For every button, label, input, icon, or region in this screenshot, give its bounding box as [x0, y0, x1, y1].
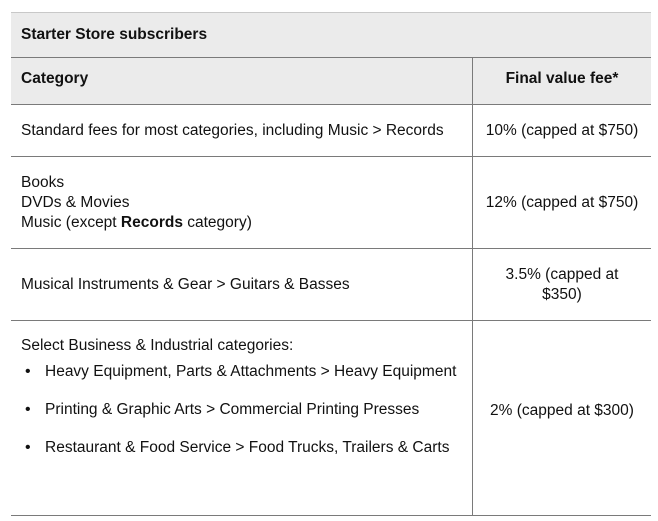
- fee-cell: 3.5% (capped at $350): [472, 249, 651, 320]
- category-cell: Standard fees for most categories, inclu…: [21, 121, 444, 139]
- table-row: Select Business & Industrial categories:…: [11, 321, 651, 516]
- table-title: Starter Store subscribers: [11, 12, 651, 58]
- fee-cell: 2% (capped at $300): [472, 321, 651, 515]
- list-item: Heavy Equipment, Parts & Attachments > H…: [21, 360, 465, 384]
- category-line: Music (except Records category): [21, 213, 252, 233]
- records-bold: Records: [120, 213, 183, 231]
- music-suffix: category): [182, 213, 252, 231]
- fee-table: Starter Store subscribers Category Final…: [11, 12, 651, 516]
- fee-column-header: Final value fee*: [472, 58, 651, 104]
- fee-text: 3.5% (capped at $350): [505, 265, 619, 303]
- fee-cell: 10% (capped at $750): [472, 105, 651, 156]
- list-item: Printing & Graphic Arts > Commercial Pri…: [21, 398, 465, 422]
- table-header-row: Category Final value fee*: [11, 58, 651, 105]
- category-cell: Books DVDs & Movies Music (except Record…: [11, 157, 472, 248]
- category-cell: Musical Instruments & Gear > Guitars & B…: [21, 275, 350, 293]
- fee-cell: 12% (capped at $750): [472, 157, 651, 248]
- list-item: Restaurant & Food Service > Food Trucks,…: [21, 436, 465, 460]
- category-bullet-list: Heavy Equipment, Parts & Attachments > H…: [21, 360, 465, 474]
- category-line: DVDs & Movies: [21, 193, 130, 211]
- table-row: Musical Instruments & Gear > Guitars & B…: [11, 249, 651, 321]
- music-prefix: Music (except: [21, 213, 121, 231]
- table-row: Books DVDs & Movies Music (except Record…: [11, 157, 651, 249]
- category-column-header: Category: [21, 70, 89, 87]
- category-intro: Select Business & Industrial categories:: [21, 337, 294, 354]
- category-line: Books: [21, 173, 65, 191]
- table-row: Standard fees for most categories, inclu…: [11, 105, 651, 157]
- category-cell: Select Business & Industrial categories:…: [11, 321, 472, 515]
